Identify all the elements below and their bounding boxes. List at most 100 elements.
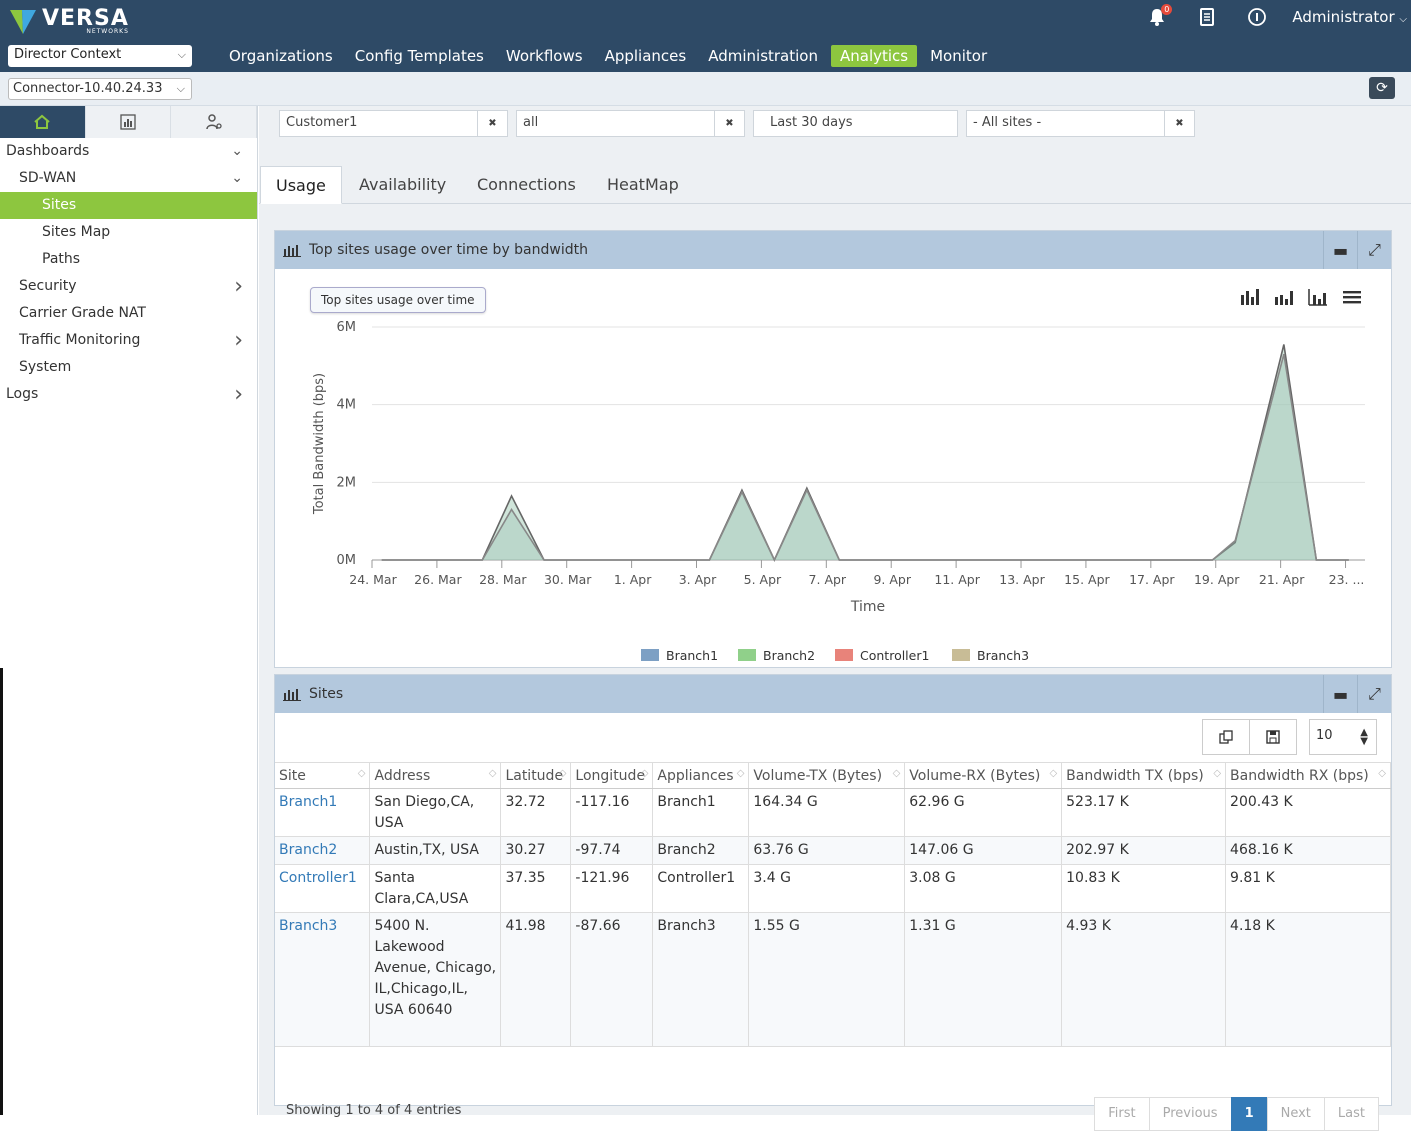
column-chart-icon[interactable] (1307, 287, 1329, 307)
sidebar-item-label: System (19, 359, 72, 375)
site-link[interactable]: Branch2 (275, 836, 371, 865)
tab-connections[interactable]: Connections (477, 175, 576, 194)
sites-filter-value: - All sites - (973, 115, 1042, 130)
sidebar-item-dashboards[interactable]: Dashboards ⌄ (0, 138, 257, 165)
column-header-volume-tx-bytes[interactable]: Volume-TX (Bytes) ◇ (748, 762, 906, 789)
pager-first[interactable]: First (1094, 1097, 1150, 1131)
director-context-select[interactable]: Director Context ⌵ (8, 45, 192, 67)
tab-admin[interactable] (171, 106, 258, 138)
nav-config-templates[interactable]: Config Templates (354, 47, 484, 65)
column-header-latitude[interactable]: Latitude ◇ (500, 762, 572, 789)
sidebar-item-traffic-monitoring[interactable]: Traffic Monitoring › (0, 327, 257, 354)
entries-info: Showing 1 to 4 of 4 entries (286, 1103, 462, 1118)
pager-previous[interactable]: Previous (1148, 1097, 1232, 1131)
table-row[interactable]: Branch2 Austin,TX, USA 30.27 -97.74 Branch2 6… (275, 836, 1391, 865)
bar-chart-icon (283, 689, 301, 701)
notifications-button[interactable]: 0 (1146, 4, 1173, 28)
sort-icon: ◇ (640, 768, 649, 779)
nav-monitor[interactable]: Monitor (930, 47, 988, 65)
stacked-chart-icon[interactable] (1239, 287, 1261, 307)
column-header-volume-rx-bytes[interactable]: Volume-RX (Bytes) ◇ (904, 762, 1063, 789)
sidebar-item-sd-wan[interactable]: SD-WAN ⌄ (0, 165, 257, 192)
copy-button[interactable] (1202, 719, 1250, 755)
clear-icon[interactable]: ✖ (1164, 111, 1194, 136)
tab-home[interactable] (0, 106, 86, 138)
tab-availability[interactable]: Availability (359, 175, 447, 194)
column-header-appliances[interactable]: Appliances ◇ (652, 762, 750, 789)
minimize-button[interactable]: ▬ (1323, 675, 1357, 713)
nav-administration[interactable]: Administration (708, 47, 818, 65)
y-tick-label: 4M (337, 398, 357, 413)
x-tick-label: 11. Apr (934, 572, 980, 587)
clear-icon[interactable]: ✖ (477, 111, 507, 136)
cell-volume-tx-bytes: 3.4 G (748, 864, 906, 913)
legend-item-branch1: Branch1 (666, 648, 718, 663)
legend-swatch (835, 649, 853, 661)
clear-icon[interactable]: ✖ (714, 111, 744, 136)
menu-icon[interactable] (1341, 287, 1363, 307)
series-line-branch1 (381, 353, 1349, 562)
column-header-site[interactable]: Site ◇ (275, 762, 371, 789)
sidebar-item-system[interactable]: System (0, 354, 257, 381)
nav-appliances[interactable]: Appliances (604, 47, 687, 65)
minimize-button[interactable]: ▬ (1323, 231, 1357, 269)
column-header-bandwidth-tx-bps[interactable]: Bandwidth TX (bps) ◇ (1061, 762, 1227, 789)
nav-workflows[interactable]: Workflows (505, 47, 583, 65)
cell-latitude: 32.72 (500, 788, 572, 837)
sites-filter[interactable]: - All sites - ✖ (966, 110, 1195, 137)
sort-icon: ◇ (488, 768, 497, 779)
nav-organizations[interactable]: Organizations (229, 47, 333, 65)
sidebar-item-carrier-grade-nat[interactable]: Carrier Grade NAT (0, 300, 257, 327)
page-size-select[interactable]: 10 ▲ ▼ (1309, 719, 1377, 755)
cell-bandwidth-rx-bps: 468.16 K (1225, 836, 1391, 865)
site-link[interactable]: Branch1 (275, 788, 371, 837)
versa-logo[interactable]: VERSA NETWORKS (8, 6, 129, 36)
cell-latitude: 41.98 (500, 912, 572, 1047)
table-row[interactable]: Branch1 San Diego,CA, USA 32.72 -117.16 Bran… (275, 788, 1391, 837)
expand-button[interactable]: ⤢ (1357, 675, 1391, 713)
site-link[interactable]: Controller1 (275, 864, 371, 913)
cell-appliances: Branch2 (652, 836, 750, 865)
customer-filter[interactable]: Customer1 ✖ (279, 110, 508, 137)
sidebar-item-label: Sites (42, 197, 77, 213)
column-header-bandwidth-rx-bps[interactable]: Bandwidth RX (bps) ◇ (1225, 762, 1391, 789)
scope-filter[interactable]: all ✖ (516, 110, 745, 137)
main-nav: Organizations Config Templates Workflows Ap… (220, 45, 1000, 67)
user-menu[interactable]: Administrator ⌵ (1292, 8, 1407, 26)
x-tick-label: 5. Apr (744, 572, 782, 587)
sidebar-item-paths[interactable]: Paths (0, 246, 257, 273)
site-link[interactable]: Branch3 (275, 912, 371, 1047)
tab-usage[interactable]: Usage (260, 166, 342, 204)
chevron-down-icon: ⌵ (177, 48, 186, 61)
sidebar-item-security[interactable]: Security › (0, 273, 257, 300)
tasks-button[interactable] (1196, 6, 1218, 28)
save-button[interactable] (1249, 719, 1297, 755)
cell-volume-rx-bytes: 1.31 G (904, 912, 1063, 1047)
expand-button[interactable]: ⤢ (1357, 231, 1391, 269)
sort-icon: ◇ (1213, 768, 1222, 779)
time-range-filter[interactable]: Last 30 days (753, 110, 958, 137)
minus-icon: ▬ (1332, 240, 1349, 260)
column-header-longitude[interactable]: Longitude ◇ (570, 762, 654, 789)
area-branch1 (381, 354, 1349, 560)
x-tick-label: 19. Apr (1194, 572, 1240, 587)
nav-analytics[interactable]: Analytics (830, 45, 918, 67)
pagination: First Previous 1 Next Last (1094, 1097, 1379, 1131)
sidebar-item-logs[interactable]: Logs › (0, 381, 257, 408)
pager-next[interactable]: Next (1266, 1097, 1325, 1131)
connector-select[interactable]: Connector-10.40.24.33 ⌵ (8, 78, 192, 100)
grouped-chart-icon[interactable] (1273, 287, 1295, 307)
refresh-button[interactable]: ⟳ (1369, 77, 1395, 99)
info-button[interactable] (1246, 6, 1268, 28)
table-row[interactable]: Controller1 Santa Clara,CA,USA 37.35 -121.9… (275, 864, 1391, 913)
bar-chart-icon (283, 245, 301, 257)
pager-last[interactable]: Last (1323, 1097, 1379, 1131)
sidebar-item-sites[interactable]: Sites (0, 192, 257, 219)
tab-heatmap[interactable]: HeatMap (607, 175, 679, 194)
column-header-address[interactable]: Address ◇ (369, 762, 502, 789)
pager-1[interactable]: 1 (1230, 1097, 1268, 1131)
sidebar-item-sites-map[interactable]: Sites Map (0, 219, 257, 246)
table-row[interactable]: Branch3 5400 N. Lakewood Avenue, Chicago,… (275, 912, 1391, 1047)
user-name: Administrator (1292, 8, 1395, 26)
tab-reports[interactable] (85, 106, 172, 138)
